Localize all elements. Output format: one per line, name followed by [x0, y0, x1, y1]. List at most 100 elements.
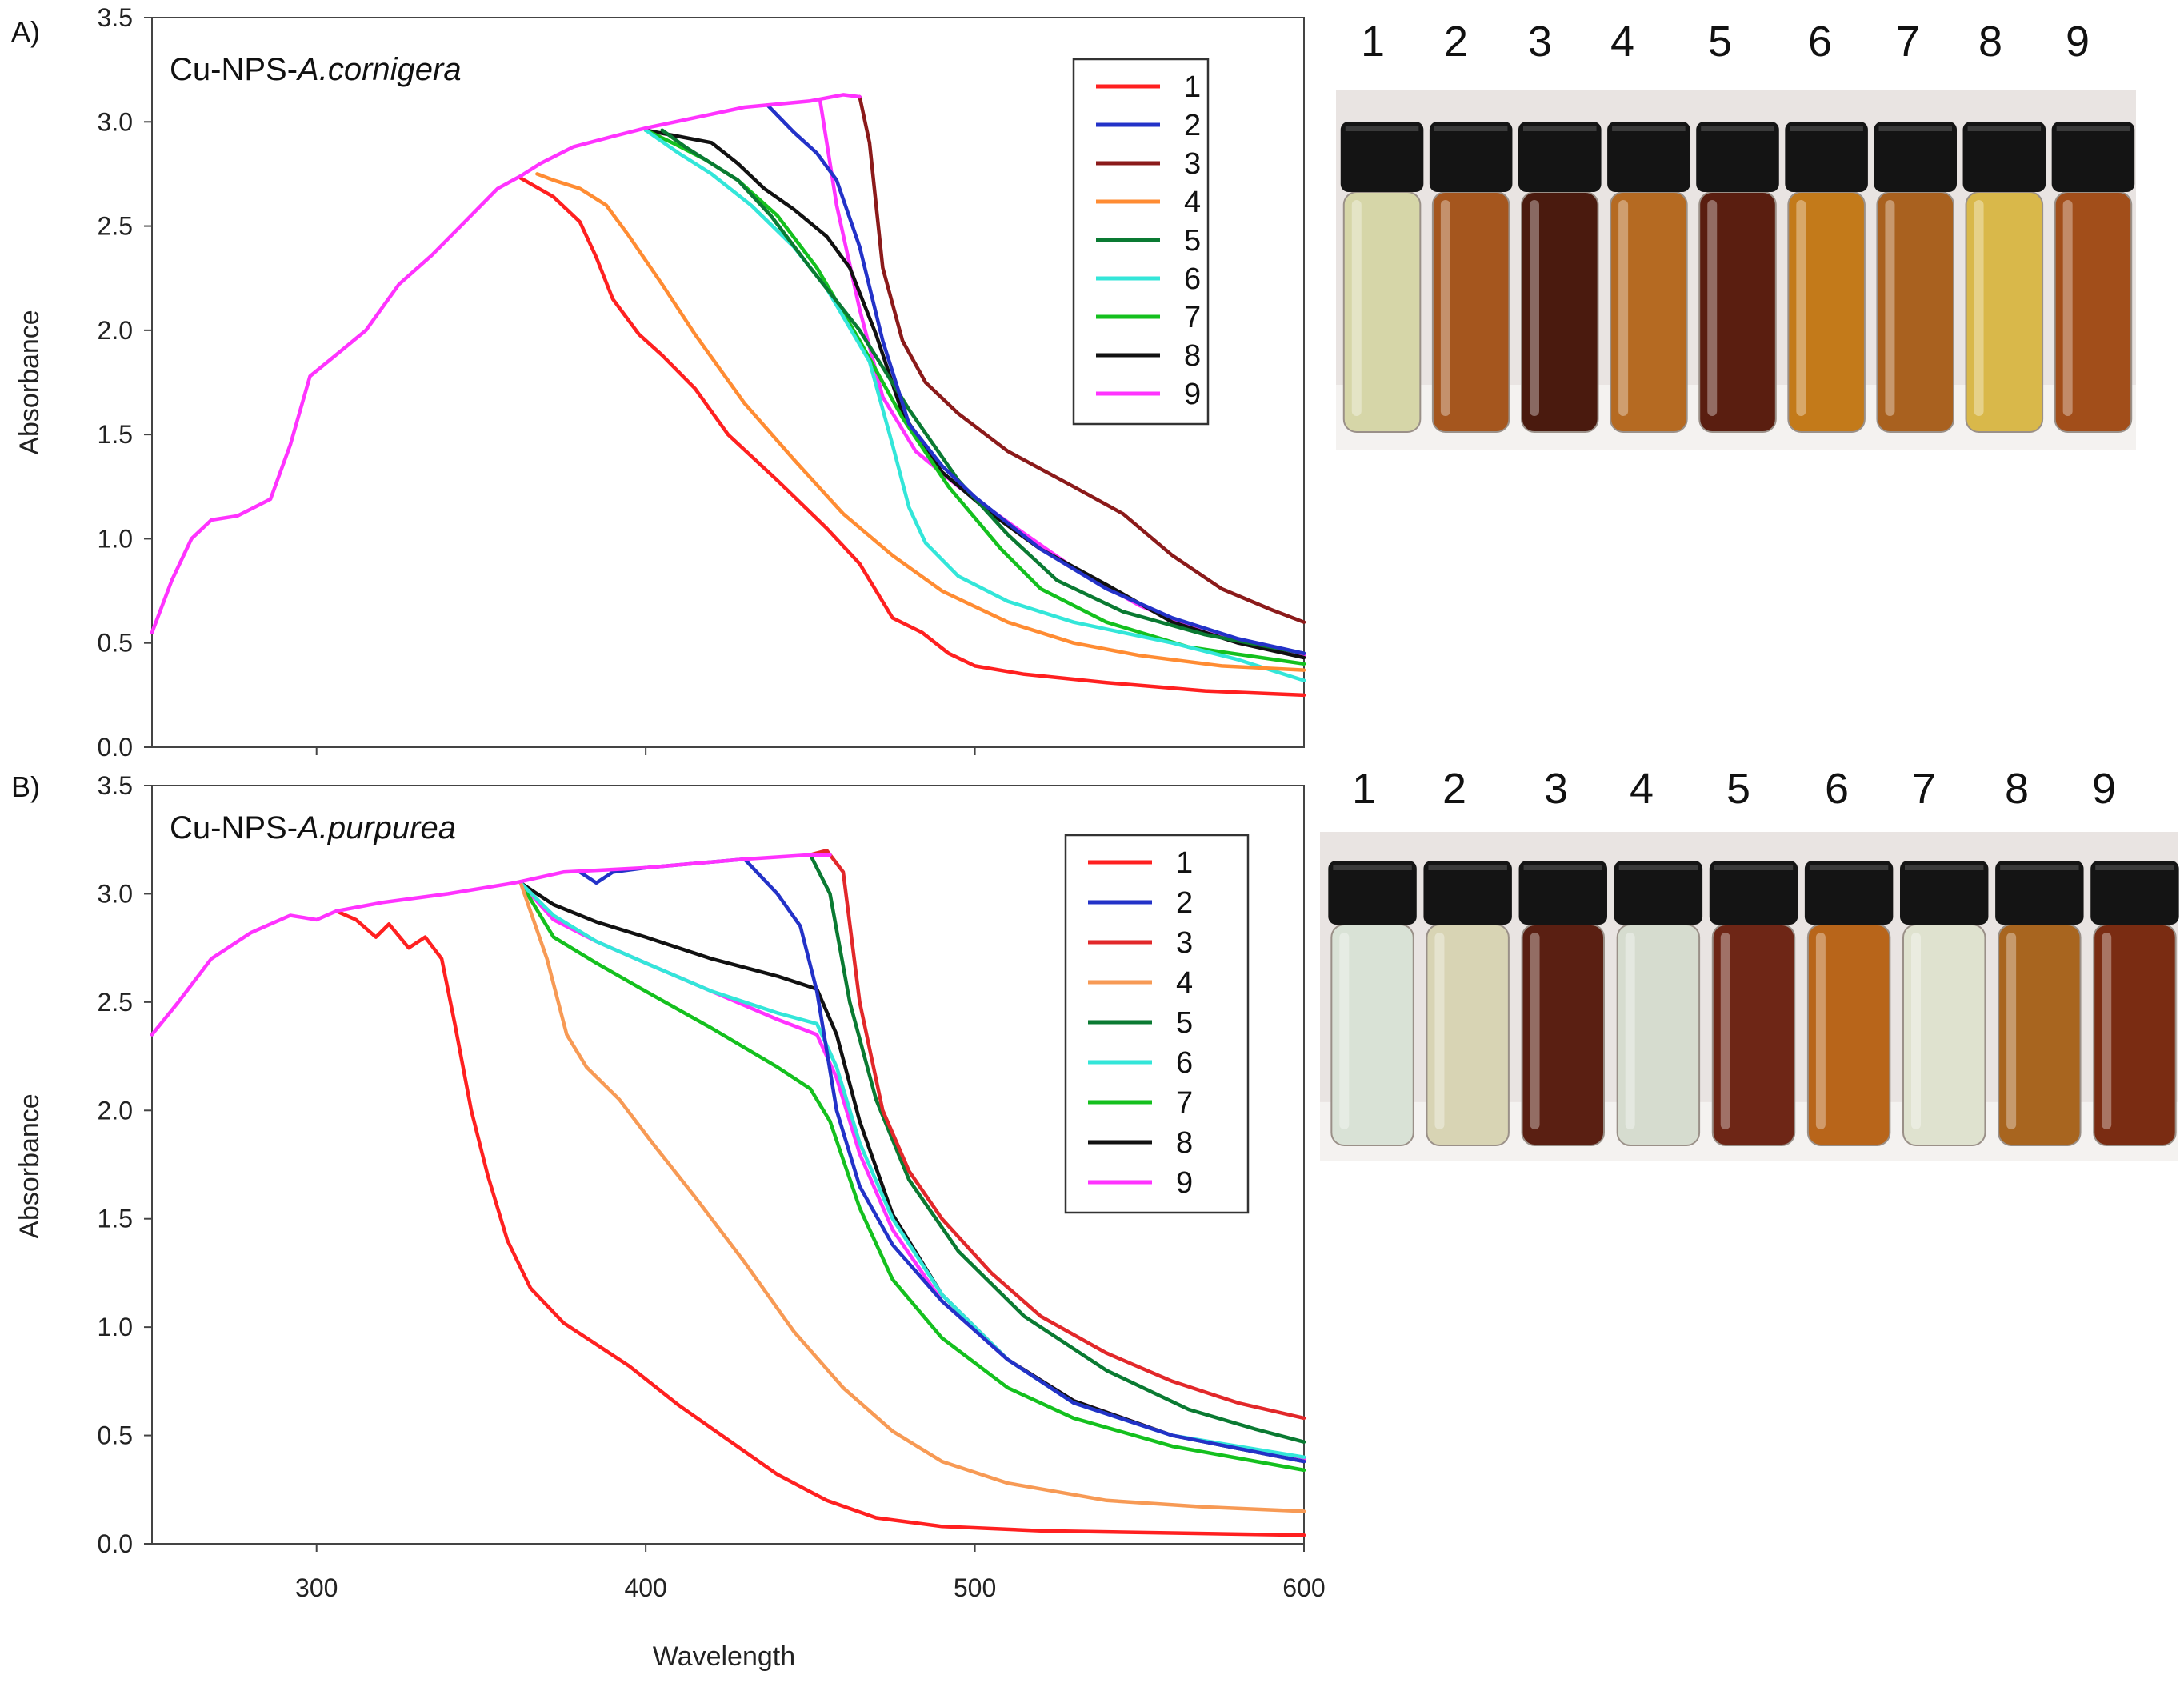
vial-photo-b: [1320, 832, 2179, 1161]
vial-number-3: 3: [1528, 18, 1552, 66]
vial-highlight-6: [1815, 933, 1826, 1129]
vial-cap-7: [1900, 861, 1989, 925]
vial-highlight-4: [1625, 933, 1635, 1129]
vial-cap-1: [1328, 861, 1417, 925]
vial-cap-ridge-9: [2095, 865, 2174, 870]
y-tick-label: 3.5: [98, 3, 133, 32]
y-tick-label: 0.5: [98, 629, 133, 658]
series-line-2: [766, 103, 1306, 655]
chart-b-x-ticks: 300 400 500 600: [295, 1544, 1326, 1602]
vial-cap-9: [2051, 122, 2135, 192]
y-tick-label: 1.5: [98, 420, 133, 449]
vial-cap-ridge-7: [1878, 126, 1952, 131]
chart-b-title-species: A.purpurea: [296, 810, 456, 845]
series-line-5: [808, 853, 1306, 1444]
vial-cap-ridge-2: [1428, 865, 1507, 870]
y-tick-label: 0.0: [98, 733, 133, 762]
vial-cap-ridge-9: [2056, 126, 2130, 131]
vial-cap-ridge-1: [1333, 865, 1412, 870]
legend-label-1: 1: [1184, 70, 1201, 104]
legend-label-4: 4: [1184, 186, 1201, 219]
legend-label-6: 6: [1176, 1046, 1193, 1080]
vial-number-9: 9: [2092, 765, 2116, 813]
vial-cap-ridge-6: [1809, 865, 1889, 870]
series-line-1: [518, 176, 1306, 698]
panel-label-a: A): [11, 15, 40, 48]
vial-highlight-1: [1339, 933, 1350, 1129]
series-line-6: [643, 128, 1306, 682]
legend-label-5: 5: [1176, 1006, 1193, 1040]
vial-highlight-3: [1530, 200, 1539, 416]
x-tick-label: 500: [954, 1573, 996, 1602]
vial-highlight-7: [1885, 200, 1895, 416]
chart-b-frame: [151, 785, 1305, 1545]
vial-cap-ridge-3: [1523, 126, 1597, 131]
vial-cap-6: [1785, 122, 1868, 192]
series-line-7: [518, 881, 1306, 1473]
panel-label-b: B): [11, 770, 40, 803]
vial-highlight-5: [1707, 200, 1718, 416]
series-line-4: [518, 881, 1306, 1513]
legend-label-8: 8: [1176, 1126, 1193, 1160]
vial-cap-4: [1607, 122, 1690, 192]
series-line-1: [334, 909, 1306, 1537]
legend-label-8: 8: [1184, 339, 1201, 373]
legend-label-3: 3: [1184, 147, 1201, 181]
vial-cap-ridge-1: [1345, 126, 1419, 131]
y-tick-label: 3.0: [98, 879, 133, 908]
vial-highlight-7: [1911, 933, 1922, 1129]
legend-label-6: 6: [1184, 262, 1201, 296]
y-tick-label: 2.5: [98, 988, 133, 1017]
vial-number-9: 9: [2066, 18, 2090, 66]
y-tick-label: 3.0: [98, 107, 133, 136]
vial-cap-ridge-5: [1714, 865, 1794, 870]
y-tick-label: 0.5: [98, 1421, 133, 1450]
legend-label-3: 3: [1176, 926, 1193, 960]
chart-a-y-ticks: 0.0 0.5 1.0 1.5 2.0 2.5 3.0 3.5: [98, 3, 976, 762]
x-tick-label: 600: [1282, 1573, 1325, 1602]
vial-cap-8: [1962, 122, 2046, 192]
chart-a-absorbance-cornigera: A) Absorbance Cu-NPS-A.cornigera 0.0 0.5 1…: [11, 3, 1306, 762]
y-tick-label: 0.0: [98, 1529, 133, 1558]
legend-label-4: 4: [1176, 966, 1193, 1000]
vial-highlight-2: [1434, 933, 1445, 1129]
vial-cap-ridge-3: [1523, 865, 1602, 870]
vial-cap-3: [1518, 122, 1602, 192]
chart-a-series: [150, 93, 1306, 698]
chart-b-title-prefix: Cu-NPS-: [170, 810, 298, 845]
vial-number-1: 1: [1361, 18, 1385, 66]
vial-number-7: 7: [1912, 765, 1936, 813]
series-line-shared: [150, 853, 832, 1037]
vial-number-5: 5: [1708, 18, 1732, 66]
vial-number-8: 8: [1978, 18, 2002, 66]
vial-number-2: 2: [1442, 765, 1466, 813]
vial-numbers-b: 1 2 3 4 5 6 7 8 9: [1352, 765, 2116, 813]
vial-number-6: 6: [1825, 765, 1849, 813]
series-line-3: [808, 849, 1306, 1421]
chart-a-title: Cu-NPS-A.cornigera: [170, 52, 462, 87]
vial-cap-ridge-4: [1612, 126, 1686, 131]
vial-cap-ridge-7: [1905, 865, 1984, 870]
series-line-shared: [150, 93, 862, 634]
vial-highlight-9: [2102, 933, 2112, 1129]
y-tick-label: 1.5: [98, 1205, 133, 1233]
chart-b-y-axis-label: Absorbance: [14, 1093, 45, 1238]
legend-label-1: 1: [1176, 846, 1193, 880]
series-line-5: [660, 128, 1306, 655]
chart-b-legend: 1 2 3 4 5 6 7 8 9: [1064, 834, 1250, 1214]
y-tick-label: 1.0: [98, 1313, 133, 1341]
vial-cap-2: [1423, 861, 1512, 925]
vial-cap-6: [1804, 861, 1894, 925]
vial-number-6: 6: [1808, 18, 1832, 66]
vial-highlight-4: [1618, 200, 1629, 416]
vial-number-4: 4: [1610, 18, 1634, 66]
chart-b-absorbance-purpurea: B) Absorbance Wavelength Cu-NPS-A.purpur…: [11, 770, 1326, 1672]
chart-b-title: Cu-NPS-A.purpurea: [170, 810, 456, 845]
vial-cap-9: [2090, 861, 2179, 925]
vial-highlight-2: [1440, 200, 1450, 416]
vial-highlight-1: [1351, 200, 1362, 416]
vial-cap-4: [1614, 861, 1703, 925]
vial-cap-ridge-6: [1790, 126, 1863, 131]
x-tick-label: 400: [624, 1573, 666, 1602]
